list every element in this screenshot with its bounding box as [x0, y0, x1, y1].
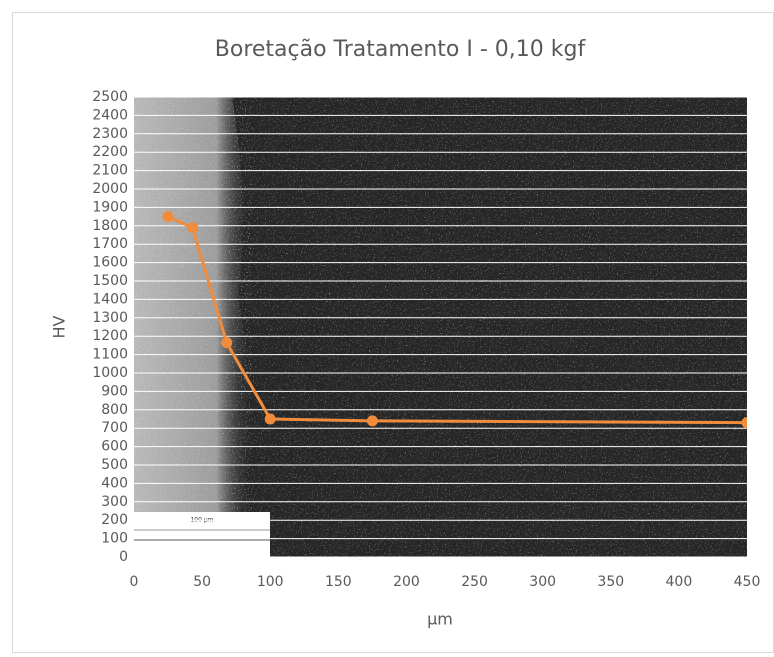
y-tick-label: 1700 [92, 236, 128, 252]
x-tick-label: 400 [666, 574, 693, 590]
y-tick-label: 600 [101, 439, 128, 455]
data-point [162, 211, 174, 223]
x-tick-label: 200 [393, 574, 420, 590]
y-tick-label: 2300 [92, 126, 128, 142]
data-point [187, 222, 199, 234]
y-tick-label: 1600 [92, 255, 128, 271]
y-tick-label: 1800 [92, 218, 128, 234]
y-tick-label: 0 [119, 549, 128, 565]
y-axis-label: HV [50, 315, 69, 338]
y-tick-label: 500 [101, 457, 128, 473]
x-tick-label: 50 [193, 574, 211, 590]
y-tick-label: 1400 [92, 291, 128, 307]
chart-title: Boretação Tratamento I - 0,10 kgf [215, 37, 587, 62]
x-axis-label: µm [427, 610, 453, 629]
y-tick-label: 700 [101, 420, 128, 436]
data-point [264, 413, 276, 425]
data-point [741, 417, 747, 429]
data-point [221, 337, 233, 349]
x-tick-label: 250 [461, 574, 488, 590]
micrograph: 100 µm [134, 97, 747, 557]
x-tick-label: 0 [130, 574, 139, 590]
x-tick-label: 100 [257, 574, 284, 590]
x-tick-label: 300 [529, 574, 556, 590]
y-tick-label: 2500 [92, 89, 128, 105]
y-tick-label: 1000 [92, 365, 128, 381]
data-point [366, 415, 378, 427]
y-tick-label: 1100 [92, 347, 128, 363]
y-tick-label: 2100 [92, 163, 128, 179]
y-tick-label: 1300 [92, 310, 128, 326]
y-tick-label: 2200 [92, 144, 128, 160]
y-tick-label: 800 [101, 402, 128, 418]
y-tick-label: 2000 [92, 181, 128, 197]
y-tick-label: 1900 [92, 199, 128, 215]
y-tick-label: 100 [101, 531, 128, 547]
y-tick-label: 1200 [92, 328, 128, 344]
plot [162, 211, 747, 429]
x-tick-label: 150 [325, 574, 352, 590]
y-tick-label: 1500 [92, 273, 128, 289]
x-tick-label: 350 [597, 574, 624, 590]
y-tick-label: 400 [101, 475, 128, 491]
y-tick-label: 300 [101, 494, 128, 510]
y-tick-label: 900 [101, 383, 128, 399]
y-tick-label: 2400 [92, 107, 128, 123]
y-tick-label: 200 [101, 512, 128, 528]
x-tick-label: 450 [734, 574, 761, 590]
